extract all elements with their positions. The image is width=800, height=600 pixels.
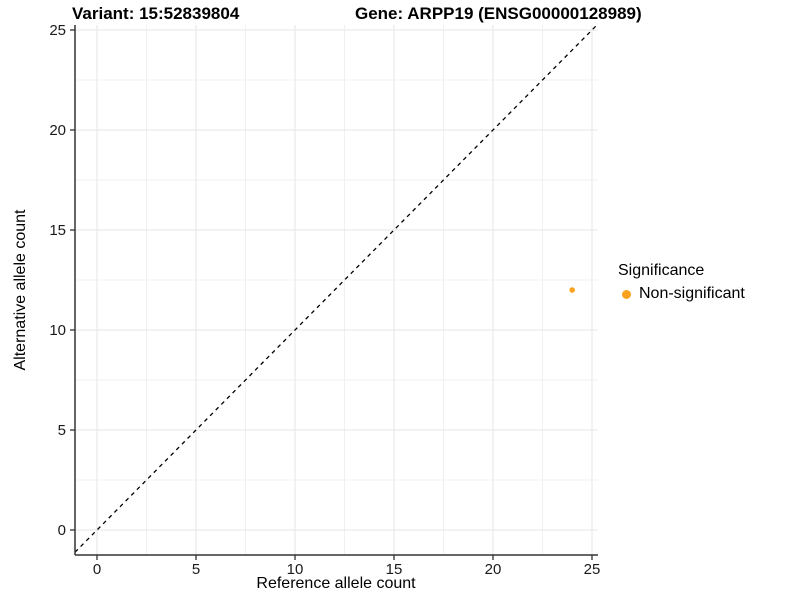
x-tick-label: 0: [93, 561, 101, 578]
y-tick-label: 20: [49, 122, 66, 139]
variant-title: Variant: 15:52839804: [72, 4, 240, 23]
y-tick-label: 0: [58, 522, 66, 539]
legend-point-icon: [622, 289, 631, 299]
x-axis-title: Reference allele count: [256, 575, 416, 592]
data-point: [569, 287, 575, 293]
legend: Significance Non-significant: [617, 262, 745, 303]
y-tick-label: 5: [58, 422, 66, 439]
y-tick-label: 15: [49, 222, 66, 239]
legend-item: Non-significant: [617, 285, 745, 303]
legend-title: Significance: [618, 262, 705, 279]
y-tick-label: 10: [49, 322, 66, 339]
x-tick-label: 15: [386, 561, 403, 578]
x-tick-label: 5: [192, 561, 200, 578]
identity-line: [74, 24, 598, 553]
x-tick-label: 20: [485, 561, 502, 578]
x-tick-label: 10: [287, 561, 304, 578]
y-axis-title: Alternative allele count: [12, 209, 29, 371]
legend-item-label: Non-significant: [639, 285, 745, 302]
gene-title: Gene: ARPP19 (ENSG00000128989): [355, 4, 642, 23]
x-tick-label: 25: [584, 561, 601, 578]
y-tick-label: 25: [49, 22, 66, 39]
